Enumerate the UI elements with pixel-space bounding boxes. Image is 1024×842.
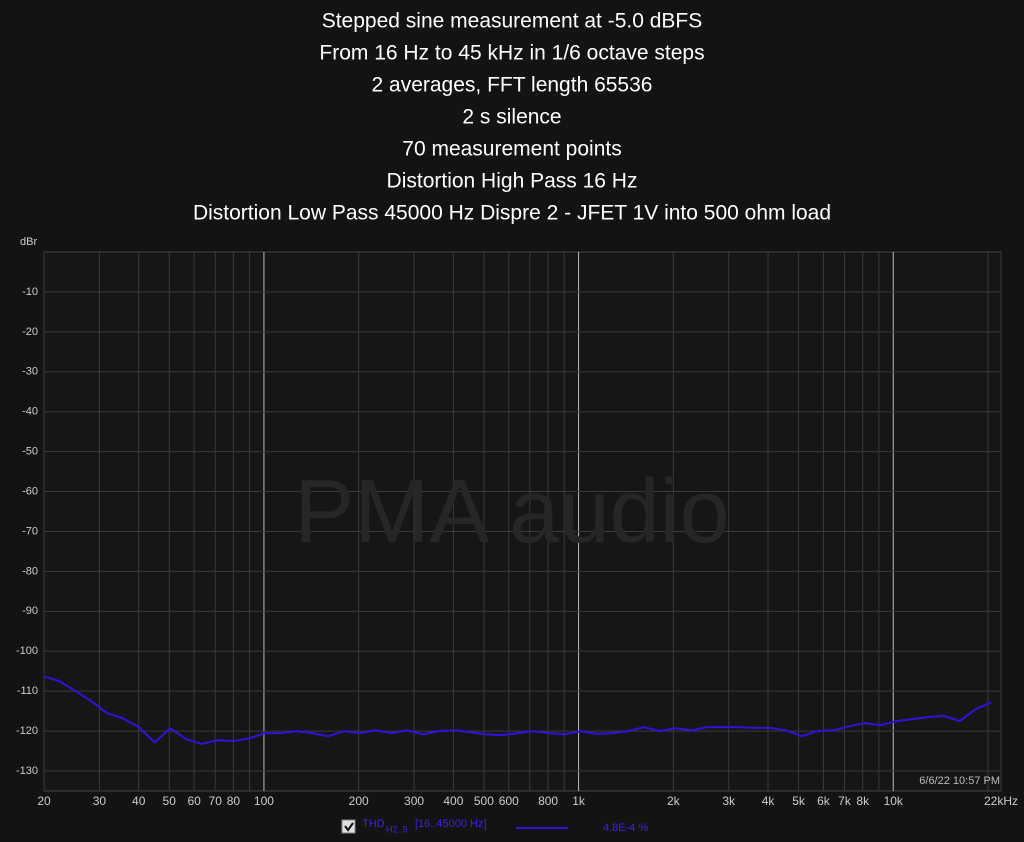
y-tick-label: -70 [22, 525, 38, 537]
x-tick-label: 400 [443, 794, 463, 808]
x-tick-label: 3k [722, 794, 736, 808]
title-line: From 16 Hz to 45 kHz in 1/6 octave steps [319, 42, 704, 65]
timestamp: 6/6/22 10:57 PM [919, 775, 1000, 787]
y-tick-label: -60 [22, 485, 38, 497]
y-tick-label: -50 [22, 446, 38, 458]
x-tick-label: 70 [209, 794, 223, 808]
x-tick-label: 600 [499, 794, 519, 808]
y-tick-label: -80 [22, 565, 38, 577]
x-tick-label: 10k [884, 794, 904, 808]
watermark: PMA audio [294, 462, 729, 562]
x-tick-label: 8k [856, 794, 870, 808]
checkmark [344, 822, 354, 832]
legend-checkbox[interactable] [341, 819, 356, 834]
x-tick-label: 4k [762, 794, 776, 808]
x-tick-label: 800 [538, 794, 558, 808]
x-tick-label: 40 [132, 794, 146, 808]
y-tick-label: -40 [22, 406, 38, 418]
y-tick-label: -110 [17, 685, 38, 697]
x-tick-label: 2k [667, 794, 681, 808]
y-tick-label: -120 [16, 725, 38, 737]
title-line: 2 s silence [462, 106, 561, 129]
y-tick-label: -10 [22, 286, 38, 298]
x-tick-label: 500 [474, 794, 494, 808]
legend-subscript: H2..9 [386, 824, 408, 834]
x-tick-label: 100 [254, 794, 274, 808]
y-tick-label: -130 [16, 765, 38, 777]
y-tick-label: -100 [16, 645, 38, 657]
title-line: 70 measurement points [402, 138, 621, 161]
x-tick-label: 20 [37, 794, 51, 808]
y-axis-label: dBr [20, 236, 37, 248]
x-tick-label: 300 [404, 794, 424, 808]
legend-readout: 4.8E-4 % [603, 822, 648, 834]
y-tick-label: -90 [22, 605, 38, 617]
title-line: Distortion Low Pass 45000 Hz Dispre 2 - … [193, 202, 831, 225]
title-line: 2 averages, FFT length 65536 [372, 74, 653, 97]
x-tick-label: 200 [349, 794, 369, 808]
x-tick-label: 6k [817, 794, 831, 808]
x-tick-label: 5k [792, 794, 806, 808]
legend-name: THD [362, 818, 385, 830]
series-line [43, 675, 992, 745]
x-tick-label: 30 [93, 794, 107, 808]
y-tick-label: -30 [22, 366, 38, 378]
x-tick-label: 7k [838, 794, 852, 808]
title-line: Stepped sine measurement at -5.0 dBFS [322, 10, 703, 33]
y-tick-label: -20 [22, 326, 38, 338]
x-tick-label: 50 [163, 794, 177, 808]
x-tick-label: 60 [187, 794, 201, 808]
x-tick-label: 80 [227, 794, 241, 808]
title-line: Distortion High Pass 16 Hz [387, 170, 638, 193]
x-tick-label: 22kHz [984, 794, 1018, 808]
x-tick-label: 1k [572, 794, 586, 808]
legend-range: [16..45000 Hz] [415, 818, 487, 830]
plot-area [43, 251, 1002, 792]
